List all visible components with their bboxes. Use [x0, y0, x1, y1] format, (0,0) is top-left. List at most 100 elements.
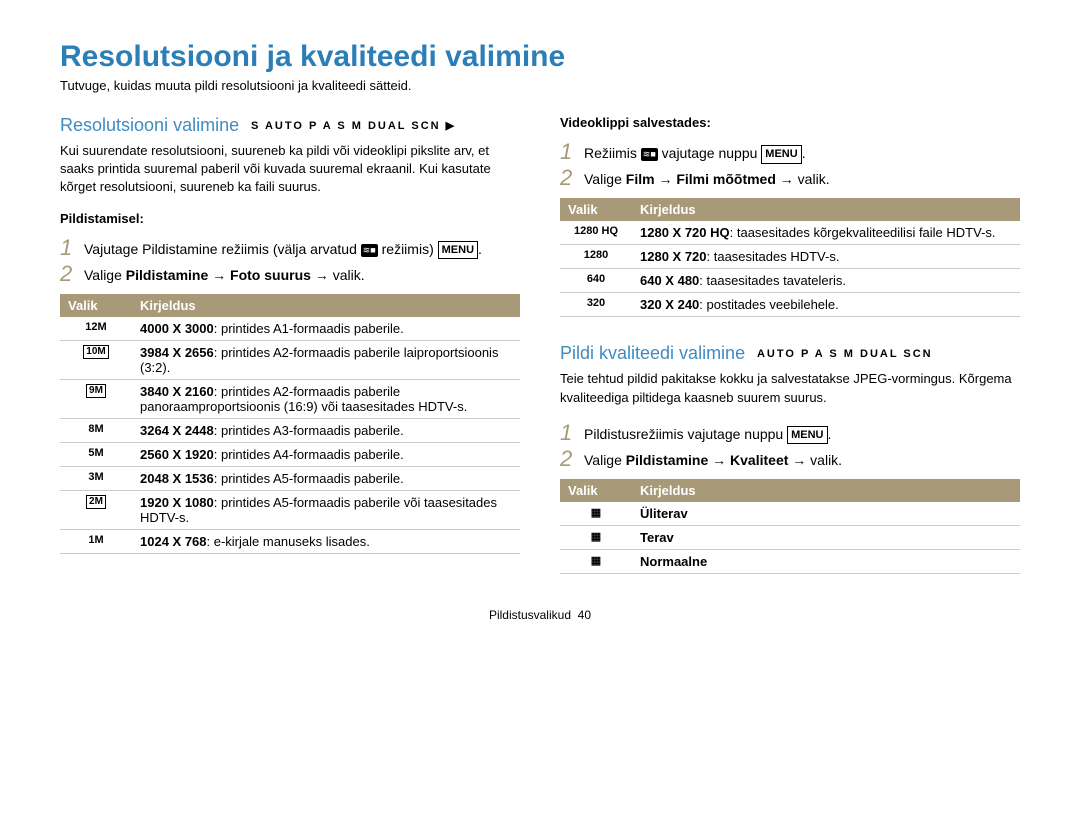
option-icon: 12M — [60, 317, 132, 341]
quality-intro: Teie tehtud pildid pakitakse kokku ja sa… — [560, 370, 1020, 406]
option-icon: 2M — [60, 490, 132, 529]
table-row: 8M3264 X 2448: printides A3-formaadis pa… — [60, 418, 520, 442]
table-row: 1M1024 X 768: e-kirjale manuseks lisades… — [60, 529, 520, 553]
right-column: Videoklippi salvestades: 1 Režiimis ≋■ v… — [560, 115, 1020, 586]
quality-step-2: 2 Valige Pildistamine → Kvaliteet → vali… — [560, 447, 1020, 471]
step-bold: Film → Filmi mõõtmed — [626, 171, 776, 187]
step-body: Pildistusrežiimis vajutage nuppu MENU. — [584, 421, 1020, 445]
option-icon: ▦ — [560, 526, 632, 550]
table-row: 12M4000 X 3000: printides A1-formaadis p… — [60, 317, 520, 341]
option-icon: 8M — [60, 418, 132, 442]
table-row: ▦Üliterav — [560, 502, 1020, 526]
step-bold: Pildistamine → Kvaliteet — [626, 452, 789, 468]
option-icon: ▦ — [560, 550, 632, 574]
step-text: Pildistusrežiimis vajutage nuppu — [584, 426, 787, 442]
menu-button-icon: MENU — [438, 241, 478, 260]
option-description: 4000 X 3000: printides A1-formaadis pabe… — [132, 317, 520, 341]
step-text: Valige — [584, 171, 626, 187]
table-row: 9M3840 X 2160: printides A2-formaadis pa… — [60, 379, 520, 418]
option-icon: 5M — [60, 442, 132, 466]
step-text: režiimis) — [378, 241, 438, 257]
option-description: 1024 X 768: e-kirjale manuseks lisades. — [132, 529, 520, 553]
table-row: 1280 HQ1280 X 720 HQ: taasesitades kõrge… — [560, 221, 1020, 245]
option-description: 3984 X 2656: printides A2-formaadis pabe… — [132, 340, 520, 379]
step-number: 1 — [560, 140, 576, 164]
video-step-1: 1 Režiimis ≋■ vajutage nuppu MENU. — [560, 140, 1020, 164]
step-text: Vajutage Pildistamine režiimis (välja ar… — [84, 241, 361, 257]
footer-page-number: 40 — [578, 608, 591, 622]
option-icon: ▦ — [560, 502, 632, 526]
step-bold: Pildistamine → Foto suurus — [126, 267, 311, 283]
option-icon: 1280 — [560, 245, 632, 269]
option-description: Üliterav — [632, 502, 1020, 526]
table-header-option: Valik — [60, 294, 132, 317]
option-icon: 1M — [60, 529, 132, 553]
still-step-1: 1 Vajutage Pildistamine režiimis (välja … — [60, 236, 520, 260]
menu-button-icon: MENU — [761, 145, 801, 164]
page-title: Resolutsiooni ja kvaliteedi valimine — [60, 40, 1020, 74]
step-text: . — [478, 241, 482, 257]
option-description: Normaalne — [632, 550, 1020, 574]
step-text: . — [828, 426, 832, 442]
still-step-2: 2 Valige Pildistamine → Foto suurus → va… — [60, 262, 520, 286]
step-text: Valige — [584, 452, 626, 468]
option-description: 1280 X 720 HQ: taasesitades kõrgekvalite… — [632, 221, 1020, 245]
resolution-section-title: Resolutsiooni valimine — [60, 115, 239, 135]
step-text: Valige — [84, 267, 126, 283]
option-icon: 320 — [560, 293, 632, 317]
quality-step-1: 1 Pildistusrežiimis vajutage nuppu MENU. — [560, 421, 1020, 445]
step-number: 2 — [60, 262, 76, 286]
table-row: 3M2048 X 1536: printides A5-formaadis pa… — [60, 466, 520, 490]
quality-section-title: Pildi kvaliteedi valimine — [560, 343, 745, 363]
resolution-mode-icons: S AUTO P A S M DUAL SCN ▶ — [251, 119, 456, 132]
option-description: 2560 X 1920: printides A4-formaadis pabe… — [132, 442, 520, 466]
table-row: 12801280 X 720: taasesitades HDTV-s. — [560, 245, 1020, 269]
step-text: . — [802, 145, 806, 161]
step-text: → valik. — [788, 452, 842, 468]
photo-size-table: Valik Kirjeldus 12M4000 X 3000: printide… — [60, 294, 520, 554]
table-row: ▦Terav — [560, 526, 1020, 550]
step-body: Režiimis ≋■ vajutage nuppu MENU. — [584, 140, 1020, 164]
step-text: → valik. — [776, 171, 830, 187]
table-row: 10M3984 X 2656: printides A2-formaadis p… — [60, 340, 520, 379]
option-description: 640 X 480: taasesitades tavateleris. — [632, 269, 1020, 293]
page-footer: Pildistusvalikud 40 — [60, 608, 1020, 622]
two-column-layout: Resolutsiooni valimine S AUTO P A S M DU… — [60, 115, 1020, 586]
video-mode-icon: ≋■ — [641, 148, 658, 161]
table-row: 320320 X 240: postitades veebilehele. — [560, 293, 1020, 317]
table-row: 2M1920 X 1080: printides A5-formaadis pa… — [60, 490, 520, 529]
option-icon: 3M — [60, 466, 132, 490]
still-photo-heading: Pildistamisel: — [60, 211, 520, 226]
option-description: 2048 X 1536: printides A5-formaadis pabe… — [132, 466, 520, 490]
quality-table: Valik Kirjeldus ▦Üliterav▦Terav▦Normaaln… — [560, 479, 1020, 574]
option-icon: 9M — [60, 379, 132, 418]
option-description: 1920 X 1080: printides A5-formaadis pabe… — [132, 490, 520, 529]
table-header-description: Kirjeldus — [632, 479, 1020, 502]
video-heading: Videoklippi salvestades: — [560, 115, 1020, 130]
step-number: 2 — [560, 447, 576, 471]
table-row: 640640 X 480: taasesitades tavateleris. — [560, 269, 1020, 293]
table-row: ▦Normaalne — [560, 550, 1020, 574]
step-text: → valik. — [311, 267, 365, 283]
step-number: 1 — [60, 236, 76, 260]
option-description: Terav — [632, 526, 1020, 550]
table-row: 5M2560 X 1920: printides A4-formaadis pa… — [60, 442, 520, 466]
option-description: 3264 X 2448: printides A3-formaadis pabe… — [132, 418, 520, 442]
resolution-intro: Kui suurendate resolutsiooni, suureneb k… — [60, 142, 520, 197]
step-body: Valige Pildistamine → Kvaliteet → valik. — [584, 447, 1020, 471]
step-number: 2 — [560, 166, 576, 190]
left-column: Resolutsiooni valimine S AUTO P A S M DU… — [60, 115, 520, 586]
option-icon: 640 — [560, 269, 632, 293]
option-description: 3840 X 2160: printides A2-formaadis pabe… — [132, 379, 520, 418]
video-size-table: Valik Kirjeldus 1280 HQ1280 X 720 HQ: ta… — [560, 198, 1020, 317]
option-icon: 10M — [60, 340, 132, 379]
option-description: 1280 X 720: taasesitades HDTV-s. — [632, 245, 1020, 269]
video-step-2: 2 Valige Film → Filmi mõõtmed → valik. — [560, 166, 1020, 190]
step-body: Vajutage Pildistamine režiimis (välja ar… — [84, 236, 520, 260]
table-header-option: Valik — [560, 198, 632, 221]
step-number: 1 — [560, 421, 576, 445]
table-header-description: Kirjeldus — [132, 294, 520, 317]
step-text: vajutage nuppu — [658, 145, 762, 161]
quality-mode-icons: AUTO P A S M DUAL SCN — [757, 348, 933, 360]
video-mode-icon: ≋■ — [361, 244, 378, 257]
